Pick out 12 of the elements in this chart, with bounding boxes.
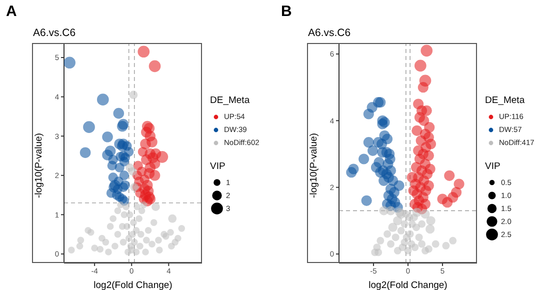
text: VIP bbox=[485, 161, 502, 172]
text: VIP bbox=[210, 161, 226, 172]
chart-title: A6.vs.C6 bbox=[33, 27, 76, 39]
text: A bbox=[6, 3, 17, 20]
y-axis-title: -log10(P-value) bbox=[33, 133, 44, 198]
y-axis-title: -log10(P-value) bbox=[308, 133, 320, 198]
x-axis-title: log2(Fold Change) bbox=[94, 280, 172, 290]
legend-title: DE_Meta bbox=[210, 95, 251, 106]
text: B bbox=[281, 3, 292, 20]
legend-title: DE_Meta bbox=[485, 95, 526, 106]
x-axis-title: log2(Fold Change) bbox=[368, 280, 448, 290]
chart-title: A6.vs.C6 bbox=[308, 27, 351, 39]
